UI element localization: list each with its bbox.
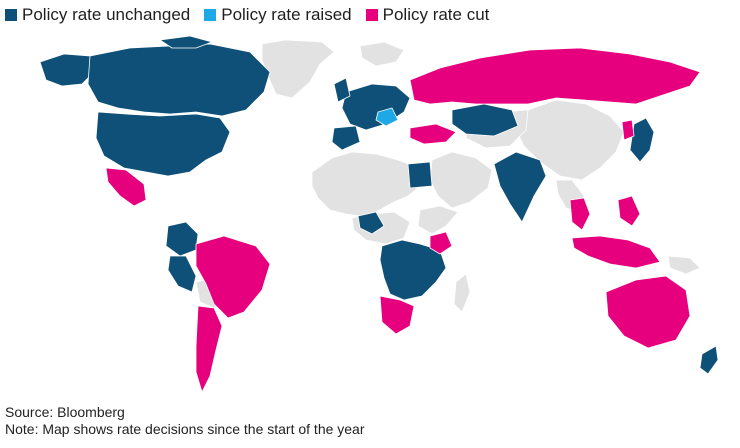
region-southern-africa bbox=[379, 239, 447, 301]
region-united-states bbox=[95, 111, 231, 177]
region-northern-africa bbox=[311, 151, 421, 217]
region-egypt bbox=[407, 161, 433, 189]
region-europe-west bbox=[341, 83, 411, 131]
region-kenya bbox=[429, 231, 453, 255]
legend-item-unchanged: Policy rate unchanged bbox=[5, 4, 190, 26]
region-middle-east bbox=[429, 151, 493, 209]
legend-swatch-unchanged bbox=[5, 9, 17, 21]
footnotes: Source: Bloomberg Note: Map shows rate d… bbox=[5, 404, 365, 438]
region-australia bbox=[605, 275, 691, 349]
cut-regions bbox=[105, 47, 701, 393]
region-colombia bbox=[165, 221, 199, 257]
region-horn-of-africa bbox=[417, 205, 459, 235]
region-thailand bbox=[569, 197, 591, 231]
region-alaska bbox=[39, 53, 97, 87]
region-iberia bbox=[331, 125, 361, 151]
region-korea bbox=[621, 119, 635, 141]
legend-swatch-raised bbox=[204, 9, 217, 21]
legend-item-raised: Policy rate raised bbox=[204, 4, 352, 26]
region-mexico bbox=[105, 167, 147, 207]
source-text: Source: Bloomberg bbox=[5, 404, 125, 420]
region-india bbox=[493, 151, 547, 223]
region-madagascar bbox=[453, 273, 471, 313]
region-kazakhstan bbox=[451, 103, 519, 137]
legend-label-cut: Policy rate cut bbox=[382, 5, 490, 24]
legend-label-raised: Policy rate raised bbox=[221, 5, 352, 24]
region-peru-andes bbox=[167, 255, 197, 293]
region-russia bbox=[409, 47, 701, 105]
region-japan bbox=[629, 117, 655, 163]
region-ukraine-turkey bbox=[409, 123, 457, 145]
region-new-zealand bbox=[699, 345, 719, 375]
region-china bbox=[515, 99, 625, 181]
region-canada bbox=[87, 43, 271, 117]
region-brazil bbox=[195, 235, 271, 319]
region-south-africa bbox=[379, 295, 415, 335]
legend-label-unchanged: Policy rate unchanged bbox=[22, 5, 191, 24]
region-indonesia-philippines bbox=[571, 235, 661, 269]
region-canadian-arctic bbox=[159, 35, 213, 49]
legend-swatch-cut bbox=[365, 9, 378, 21]
unchanged-regions bbox=[39, 35, 719, 375]
region-greenland bbox=[261, 39, 335, 99]
region-scandinavia-north bbox=[359, 41, 405, 67]
region-uk bbox=[333, 77, 351, 103]
region-papua bbox=[667, 255, 701, 275]
region-central-europe-raised bbox=[375, 107, 399, 127]
legend: Policy rate unchanged Policy rate raised… bbox=[5, 4, 489, 26]
legend-item-cut: Policy rate cut bbox=[365, 4, 490, 26]
region-nigeria bbox=[357, 211, 385, 235]
world-map bbox=[39, 35, 719, 393]
raised-regions bbox=[375, 107, 399, 127]
region-philippines bbox=[617, 195, 641, 227]
note-text: Note: Map shows rate decisions since the… bbox=[5, 421, 365, 437]
region-southern-cone bbox=[195, 305, 223, 393]
